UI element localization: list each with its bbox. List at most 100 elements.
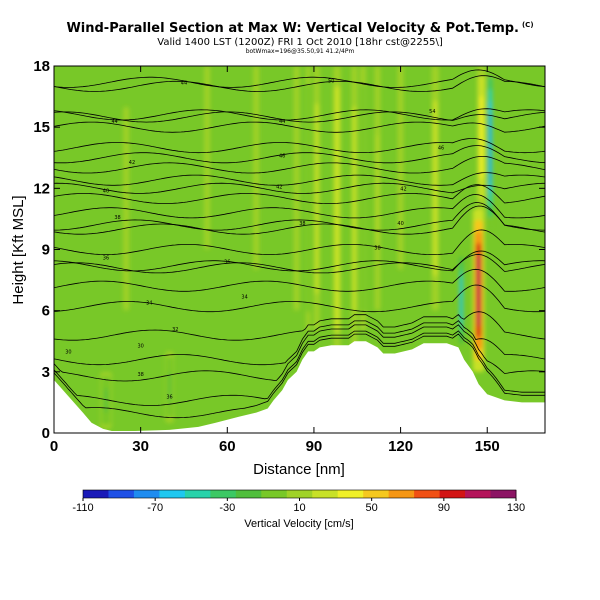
theta-contour-line [54,75,545,92]
theta-contour-line [54,229,545,255]
colorbar-swatch [261,490,288,498]
theta-contour-line [54,69,545,88]
theta-contour-label: 40 [103,188,109,194]
theta-contour-label: 46 [279,154,285,160]
updraft-cell [206,117,208,199]
theta-contour-label: 42 [129,160,135,166]
downdraft-cell [489,111,491,184]
updraft-cell [336,145,338,272]
y-tick-label: 3 [42,364,50,381]
theta-contour-label: 50 [328,78,334,84]
downdraft-cell [104,387,108,413]
theta-contour-labels: 36 38 30 30 32 34 34 36 36 38 38 38 40 40 42 42 42 46 46 44… [65,78,444,400]
theta-contour-label: 34 [146,301,152,307]
theta-contour-label: 54 [429,109,435,115]
colorbar-swatch [388,490,415,498]
theta-contour-line [54,182,545,194]
colorbar-swatch [184,490,211,498]
theta-contour-label: 46 [438,146,444,152]
updraft-cell [480,105,483,169]
theta-contour-label: 36 [103,256,109,262]
colorbar-label: Vertical Velocity [cm/s] [244,518,353,530]
theta-contour-label: 38 [299,221,305,227]
x-axis: 0 30 60 90 120 150 [50,66,500,455]
downdraft-cell [362,140,364,257]
theta-contour-line [54,156,545,174]
x-tick-label: 90 [306,438,323,455]
downdraft-cell [168,371,171,403]
copyright-mark: (C) [521,21,534,29]
valid-time-line: Valid 1400 LST (1200Z) FRI 1 Oct 2010 [1… [157,37,443,48]
theta-contours [54,69,545,419]
theta-contour-label: 30 [137,343,143,349]
theta-contour-line [54,284,545,313]
theta-contour-label: 32 [172,327,178,333]
x-axis-label: Distance [nm] [253,461,345,478]
theta-contour-label: 44 [279,119,285,125]
max-w-info-line: botWmax=196@35.50,91 41.2/4Pm [245,48,355,55]
theta-contour-line [54,330,545,406]
colorbar-swatch [414,490,441,498]
y-tick-label: 0 [42,425,50,442]
y-tick-label: 15 [33,119,50,136]
updraft-cell [434,134,436,243]
updraft-cell [376,134,379,243]
downdraft-cell [460,278,462,323]
theta-contour-label: 42 [400,186,406,192]
colorbar-tick-label: 50 [366,502,378,514]
updraft-cell [400,123,402,213]
theta-contour-label: 44 [111,119,117,125]
plot-area: 36 38 30 30 32 34 34 36 36 38 38 38 40 40 42 42 42 46 46 44… [53,65,546,434]
colorbar-swatch [439,490,466,498]
theta-contour-label: 36 [224,260,230,266]
theta-contour-line [54,172,545,186]
theta-contour-label: 38 [114,215,120,221]
updraft-cell [477,254,480,327]
theta-contour-label: 44 [181,80,187,86]
downdraft-cell [307,140,309,257]
updraft-cell [353,145,355,272]
theta-contour-line [54,320,545,366]
theta-contour-label: 42 [276,184,282,190]
theta-contour-label: 30 [65,349,71,355]
colorbar-tick-label: -110 [72,502,93,514]
colorbar-swatch [490,490,517,498]
colorbar-tick-label: -30 [219,502,235,514]
theta-contour-line [54,111,545,123]
chart-title: Wind-Parallel Section at Max W: Vertical… [0,21,600,36]
updraft-cell [296,134,298,243]
theta-contour-line [54,138,545,154]
x-tick-label: 150 [475,438,500,455]
theta-contour-line [54,205,545,235]
theta-contour-line [54,202,545,231]
y-axis-label: Height [Kft MSL] [10,195,27,304]
updraft-cell [255,123,257,213]
velocity-field [100,66,494,429]
colorbar-swatch [210,490,237,498]
theta-contour-line [54,194,545,219]
theta-contour-label: 40 [397,221,403,227]
y-tick-label: 12 [33,180,50,197]
colorbar-swatch [108,490,135,498]
colorbar-swatch [235,490,262,498]
colorbar-swatch [133,490,160,498]
x-tick-label: 60 [219,438,236,455]
theta-contour-line [54,311,545,341]
terrain-mask [54,341,545,433]
theta-contour-line [54,250,545,272]
theta-contour-label: 38 [374,245,380,251]
y-tick-label: 6 [42,303,50,320]
theta-contour-line [54,184,545,204]
colorbar-swatch [83,490,109,498]
colorbar-swatch [159,490,186,498]
colorbar-swatch [363,490,390,498]
x-tick-label: 30 [132,438,149,455]
colorbar-swatch [286,490,313,498]
theta-contour-label: 36 [166,394,172,400]
x-tick-label: 0 [50,438,58,455]
colorbar-tick-label: -70 [147,502,163,514]
theta-contour-line [54,108,545,121]
colorbar-tick-label: 90 [438,502,450,514]
chart-title-text: Wind-Parallel Section at Max W: Vertical… [66,21,519,36]
